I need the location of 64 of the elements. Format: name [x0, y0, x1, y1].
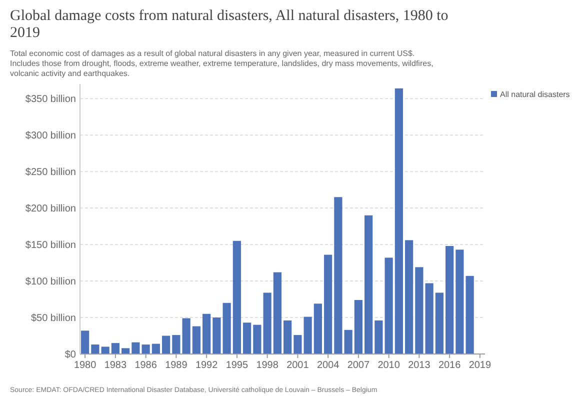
- y-tick-label: $200 billion: [25, 204, 76, 215]
- bar: [456, 250, 464, 354]
- bar: [354, 300, 362, 354]
- bar: [172, 335, 180, 354]
- y-tick-label: $0: [64, 350, 76, 360]
- bar: [91, 344, 100, 354]
- x-tick-label: 2004: [316, 360, 340, 371]
- bar: [284, 320, 292, 354]
- bar: [364, 215, 373, 354]
- bar: [344, 330, 352, 354]
- y-tick-label: $50 billion: [30, 313, 76, 324]
- bar: [435, 292, 444, 354]
- bar: [122, 348, 130, 354]
- bar: [162, 336, 170, 354]
- bar: [384, 258, 393, 354]
- bar: [263, 292, 272, 354]
- bar: [425, 283, 434, 354]
- bar: [111, 343, 120, 354]
- bar: [314, 304, 322, 354]
- x-tick-label: 2013: [408, 360, 431, 371]
- x-tick-label: 1992: [195, 360, 218, 371]
- bar: [202, 314, 211, 354]
- bar: [182, 318, 190, 354]
- y-tick-label: $150 billion: [25, 240, 76, 252]
- bar: [415, 267, 424, 354]
- bar: [304, 316, 312, 354]
- bar: [243, 322, 252, 354]
- x-tick-label: 2001: [286, 360, 310, 371]
- bar: [81, 330, 90, 354]
- bar: [466, 276, 474, 354]
- chart-title: Global damage costs from natural disasters, All natural disasters, 1980 to 2019: [10, 8, 448, 41]
- bar: [253, 324, 262, 354]
- x-tick-label: 2019: [468, 360, 492, 371]
- x-tick-label: 2010: [378, 360, 400, 371]
- y-tick-label: $100 billion: [25, 276, 76, 288]
- x-tick-label: 2016: [438, 360, 462, 371]
- x-tick-label: 1989: [165, 360, 188, 371]
- bar: [374, 320, 383, 354]
- x-tick-label: 1998: [256, 360, 279, 371]
- y-tick-label: $350 billion: [25, 94, 76, 106]
- y-tick-label: $300 billion: [25, 130, 76, 142]
- chart-subtitle: Total economic cost of damages as a result of global natural disasters in any given year, measured in current US$. Includes those from drought, floods, extreme weather, extreme temperature, landslides, dry mass movements, wildfires, volcanic activity and earthquakes.: [10, 49, 434, 78]
- bar: [294, 335, 302, 354]
- x-tick-label: 1983: [104, 360, 127, 371]
- legend-label: All natural disasters: [500, 90, 570, 99]
- bar: [152, 344, 160, 354]
- bar: [334, 197, 342, 354]
- y-tick-label: $250 billion: [25, 167, 76, 178]
- bar: [222, 302, 231, 354]
- bar: [273, 272, 282, 354]
- x-tick-label: 1980: [74, 360, 97, 371]
- x-tick-label: 2007: [347, 360, 370, 371]
- bar: [405, 240, 414, 354]
- bar: [132, 342, 140, 354]
- x-tick-label: 1995: [226, 360, 248, 371]
- bar: [101, 346, 110, 354]
- bar: [142, 344, 150, 354]
- bar: [192, 326, 200, 354]
- bar: [394, 88, 403, 354]
- bar: [232, 240, 241, 354]
- bar: [446, 246, 454, 354]
- x-tick-label: 1986: [134, 360, 158, 371]
- bar: [212, 318, 221, 354]
- bar: [324, 254, 332, 354]
